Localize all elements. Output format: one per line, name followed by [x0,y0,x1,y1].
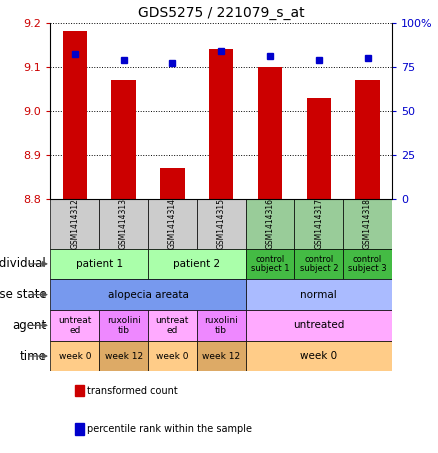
Text: week 0: week 0 [156,352,189,361]
Bar [294,199,343,249]
Bar [246,199,294,249]
Text: control
subject 1: control subject 1 [251,255,289,273]
Text: week 0: week 0 [59,352,91,361]
Text: untreat
ed: untreat ed [58,316,92,335]
Text: alopecia areata: alopecia areata [108,289,188,299]
Bar [246,279,392,310]
Text: patient 2: patient 2 [173,259,220,269]
Text: GSM1414314: GSM1414314 [168,198,177,250]
Text: GSM1414316: GSM1414316 [265,198,275,250]
Bar [99,310,148,341]
Text: untreated: untreated [293,320,345,330]
Text: individual: individual [0,257,46,270]
Bar [294,249,343,279]
Text: untreat
ed: untreat ed [155,316,189,335]
Text: patient 1: patient 1 [76,259,123,269]
Bar [246,341,392,371]
Text: normal: normal [300,289,337,299]
Bar [148,310,197,341]
Bar [160,169,184,199]
Bar [355,80,380,199]
Bar [63,32,87,199]
Bar [50,310,99,341]
Text: GSM1414313: GSM1414313 [119,198,128,250]
Text: GSM1414315: GSM1414315 [217,198,226,250]
Bar [75,385,84,396]
Bar [75,424,84,435]
Text: week 12: week 12 [202,352,240,361]
Bar [50,341,99,371]
Bar [50,199,99,249]
Text: GSM1414312: GSM1414312 [70,198,79,249]
Bar [99,199,148,249]
Bar [197,199,246,249]
Bar [307,98,331,199]
Bar [343,249,392,279]
Bar [209,49,233,199]
Bar [111,80,136,199]
Text: ruxolini
tib: ruxolini tib [107,316,141,335]
Bar [343,199,392,249]
Text: transformed count: transformed count [87,386,178,396]
Bar [197,310,246,341]
Text: GSM1414318: GSM1414318 [363,198,372,249]
Text: ruxolini
tib: ruxolini tib [204,316,238,335]
Text: time: time [20,350,46,362]
Bar [99,341,148,371]
Bar [50,279,246,310]
Bar [246,310,392,341]
Title: GDS5275 / 221079_s_at: GDS5275 / 221079_s_at [138,6,304,20]
Bar [197,341,246,371]
Text: agent: agent [12,319,46,332]
Text: GSM1414317: GSM1414317 [314,198,323,250]
Text: control
subject 3: control subject 3 [348,255,387,273]
Text: disease state: disease state [0,288,46,301]
Text: control
subject 2: control subject 2 [300,255,338,273]
Bar [246,249,294,279]
Bar [148,249,246,279]
Text: percentile rank within the sample: percentile rank within the sample [87,424,252,434]
Text: week 0: week 0 [300,351,337,361]
Bar [148,199,197,249]
Bar [258,67,282,199]
Bar [50,249,148,279]
Bar [148,341,197,371]
Text: week 12: week 12 [105,352,143,361]
